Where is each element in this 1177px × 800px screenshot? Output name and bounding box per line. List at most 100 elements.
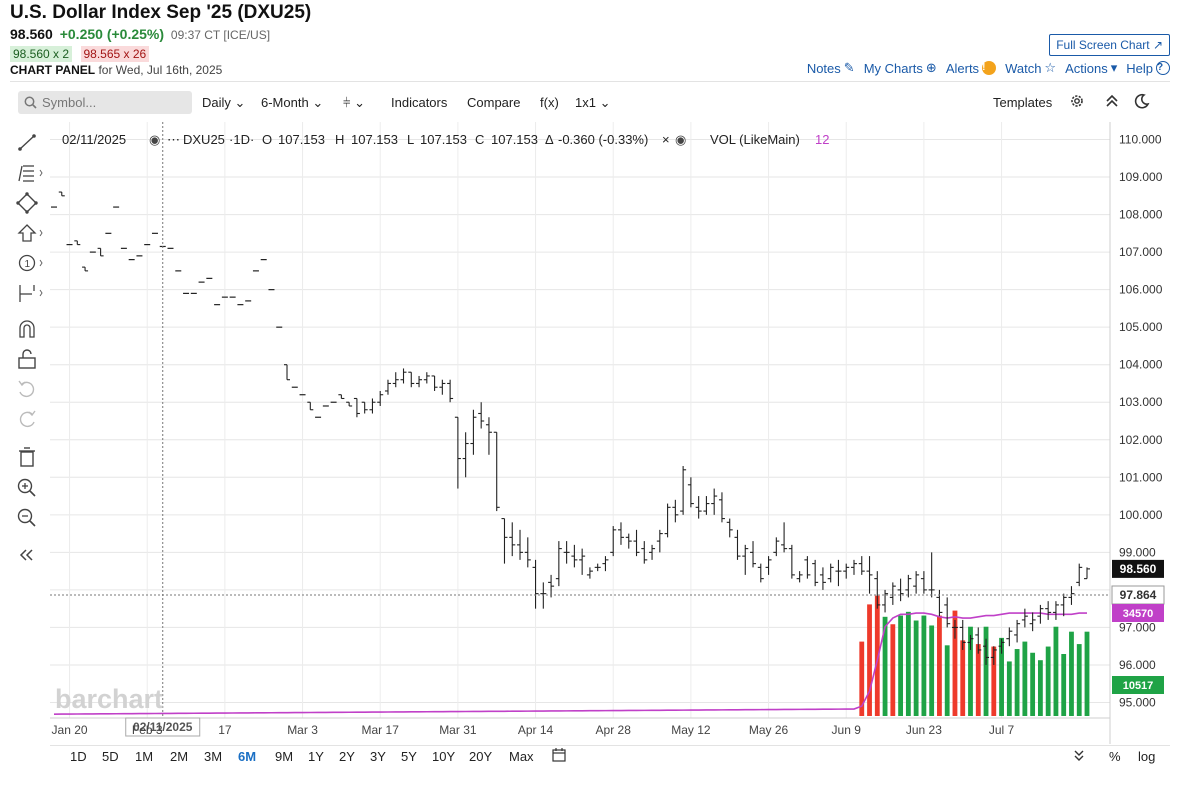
divider: [50, 745, 1170, 746]
price-chart[interactable]: 02/11/2025 110.000 109.000 108.000 107.000 1…: [50, 122, 1173, 744]
y-tick-label: 97.000: [1119, 620, 1156, 634]
collapse-up-icon[interactable]: [1105, 93, 1119, 109]
chevron-down-icon: ⌄: [354, 95, 365, 110]
actions-menu[interactable]: Actions ▾: [1065, 60, 1117, 76]
zoom-out-icon[interactable]: [14, 506, 44, 528]
ohlc-bar: [633, 529, 640, 557]
range-button-2m[interactable]: 2M: [170, 749, 189, 764]
undo-icon[interactable]: [14, 378, 44, 400]
watch-link[interactable]: Watch ☆: [1005, 60, 1056, 76]
range-button-max[interactable]: Max: [509, 749, 534, 764]
magnet-icon[interactable]: [14, 318, 44, 340]
range-button-5d[interactable]: 5D: [102, 749, 119, 764]
percent-scale-button[interactable]: %: [1109, 749, 1121, 764]
range-dropdown[interactable]: 6-Month ⌄: [261, 95, 323, 111]
double-chevron-down-icon[interactable]: [1073, 748, 1085, 762]
range-button-3m[interactable]: 3M: [204, 749, 223, 764]
volume-bar: [882, 616, 888, 716]
ohlc-bar: [936, 589, 943, 617]
ohlc-bar: [462, 432, 469, 478]
symbol-placeholder: Symbol...: [42, 95, 97, 110]
ohlc-bar: [897, 578, 904, 602]
chevron-down-icon: ⌄: [312, 95, 324, 110]
chart-type-dropdown[interactable]: ⫩ ⌄: [343, 95, 365, 111]
ohlc-bar: [361, 401, 368, 414]
gear-icon[interactable]: [1069, 93, 1085, 109]
annotation-tool-icon[interactable]: 1: [14, 252, 44, 274]
range-button-6m[interactable]: 6M: [238, 749, 257, 764]
x-tick-label: Apr 14: [518, 723, 554, 737]
eye-icon[interactable]: ◉: [149, 133, 160, 148]
symbol-search-input[interactable]: Symbol...: [18, 91, 192, 114]
templates-button[interactable]: Templates: [993, 95, 1053, 110]
range-button-20y[interactable]: 20Y: [469, 749, 493, 764]
question-icon: ?: [1156, 61, 1170, 75]
unlock-icon[interactable]: [14, 348, 44, 370]
ohlc-bar: [983, 638, 990, 665]
chart-svg[interactable]: 02/11/2025 110.000109.000108.000107.0001…: [50, 122, 1173, 744]
plus-circle-icon: ⊕: [925, 60, 937, 75]
ohlc-bar: [594, 563, 601, 572]
range-button-1m[interactable]: 1M: [135, 749, 154, 764]
header-links: Notes ✎ My Charts ⊕ Alerts! Watch ☆ Actions…: [807, 60, 1170, 76]
layout-dropdown[interactable]: 1x1 ⌄: [575, 95, 611, 111]
watermark-logo: barchart: [55, 684, 163, 714]
alerts-label: Alerts: [945, 60, 980, 76]
volume-ma-label: 34570: [1123, 608, 1154, 620]
volume-bar: [1076, 644, 1082, 716]
range-button-5y[interactable]: 5Y: [401, 749, 417, 764]
volume-bar: [1030, 652, 1036, 716]
volume-bar: [1061, 654, 1067, 716]
x-tick-label: Jul 7: [989, 723, 1015, 737]
ohlc-bar: [1076, 563, 1083, 587]
range-button-1y[interactable]: 1Y: [308, 749, 324, 764]
ohlc-bar: [998, 638, 1005, 654]
interval-dropdown[interactable]: Daily ⌄: [202, 95, 245, 111]
range-button-2y[interactable]: 2Y: [339, 749, 355, 764]
legend-delta: -0.360 (-0.33%): [558, 132, 648, 147]
more-options-icon[interactable]: ⋯: [167, 132, 180, 147]
range-button-9m[interactable]: 9M: [275, 749, 294, 764]
ohlc-bar: [307, 401, 314, 411]
ohlc-bar: [866, 556, 873, 594]
last-price-box: [1112, 559, 1164, 578]
ask-badge: 98.565 x 26: [80, 46, 150, 62]
actions-label: Actions: [1065, 60, 1108, 76]
fibonacci-tool-icon[interactable]: [14, 162, 44, 184]
function-button[interactable]: f(x): [540, 95, 559, 110]
indicators-button[interactable]: Indicators: [391, 95, 448, 110]
ohlc-bar: [586, 567, 593, 579]
redo-icon[interactable]: [14, 408, 44, 430]
calendar-icon[interactable]: [552, 748, 566, 762]
eye-icon[interactable]: ◉: [675, 133, 686, 148]
ohlc-bar: [882, 589, 889, 613]
close-study-icon[interactable]: ×: [662, 132, 670, 147]
notes-link[interactable]: Notes ✎: [807, 60, 855, 76]
volume-ma-line: [53, 612, 1087, 715]
alerts-link[interactable]: Alerts!: [945, 60, 997, 76]
full-screen-chart-button[interactable]: Full Screen Chart ↗: [1049, 34, 1170, 56]
arrow-tool-icon[interactable]: [14, 222, 44, 244]
volume-bar: [952, 610, 958, 716]
help-link[interactable]: Help?: [1126, 61, 1170, 76]
shape-tool-icon[interactable]: [14, 192, 44, 214]
measure-tool-icon[interactable]: [14, 282, 44, 304]
my-charts-link[interactable]: My Charts ⊕: [864, 60, 937, 76]
panel-title: CHART PANEL: [10, 63, 96, 77]
trendline-tool-icon[interactable]: [14, 132, 44, 154]
ohlc-bar: [408, 371, 415, 388]
log-scale-button[interactable]: log: [1138, 749, 1156, 764]
range-button-1d[interactable]: 1D: [70, 749, 87, 764]
dark-mode-icon[interactable]: [1134, 93, 1150, 109]
full-screen-label: Full Screen Chart: [1056, 38, 1150, 52]
chevron-down-icon: ⌄: [234, 95, 246, 110]
collapse-toolbar-icon[interactable]: [14, 544, 44, 566]
ohlc-bar: [975, 627, 982, 654]
legend-open: 107.153: [278, 132, 325, 147]
trash-icon[interactable]: [14, 446, 44, 468]
range-button-10y[interactable]: 10Y: [432, 749, 456, 764]
range-button-3y[interactable]: 3Y: [370, 749, 386, 764]
ohlc-bar: [579, 548, 586, 575]
zoom-in-icon[interactable]: [14, 476, 44, 498]
compare-button[interactable]: Compare: [467, 95, 521, 110]
